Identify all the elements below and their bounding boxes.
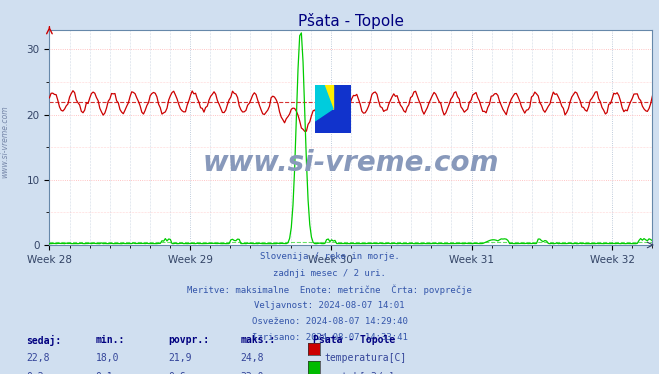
Polygon shape	[315, 85, 333, 121]
Polygon shape	[315, 85, 333, 109]
Text: min.:: min.:	[96, 335, 125, 345]
Text: 0,1: 0,1	[96, 372, 113, 374]
Text: Osveženo: 2024-08-07 14:29:40: Osveženo: 2024-08-07 14:29:40	[252, 317, 407, 326]
Text: 0,2: 0,2	[26, 372, 44, 374]
Text: 21,9: 21,9	[168, 353, 192, 364]
Text: 33,0: 33,0	[241, 372, 264, 374]
Polygon shape	[315, 85, 333, 109]
Text: 18,0: 18,0	[96, 353, 119, 364]
Text: zadnji mesec / 2 uri.: zadnji mesec / 2 uri.	[273, 269, 386, 278]
Text: Slovenija / reke in morje.: Slovenija / reke in morje.	[260, 252, 399, 261]
Text: www.si-vreme.com: www.si-vreme.com	[1, 106, 10, 178]
Title: Pšata - Topole: Pšata - Topole	[298, 13, 404, 29]
Text: www.si-vreme.com: www.si-vreme.com	[203, 149, 499, 177]
Text: 0,6: 0,6	[168, 372, 186, 374]
Text: 24,8: 24,8	[241, 353, 264, 364]
Text: Izrisano: 2024-08-07 14:33:41: Izrisano: 2024-08-07 14:33:41	[252, 333, 407, 342]
Text: maks.:: maks.:	[241, 335, 275, 345]
Text: temperatura[C]: temperatura[C]	[324, 353, 407, 364]
Text: sedaj:: sedaj:	[26, 335, 61, 346]
Text: pretok[m3/s]: pretok[m3/s]	[324, 372, 395, 374]
Text: povpr.:: povpr.:	[168, 335, 209, 345]
Text: Meritve: maksimalne  Enote: metrične  Črta: povprečje: Meritve: maksimalne Enote: metrične Črta…	[187, 285, 472, 295]
Text: Veljavnost: 2024-08-07 14:01: Veljavnost: 2024-08-07 14:01	[254, 301, 405, 310]
Text: 22,8: 22,8	[26, 353, 50, 364]
Text: Pšata - Topole: Pšata - Topole	[313, 335, 395, 345]
